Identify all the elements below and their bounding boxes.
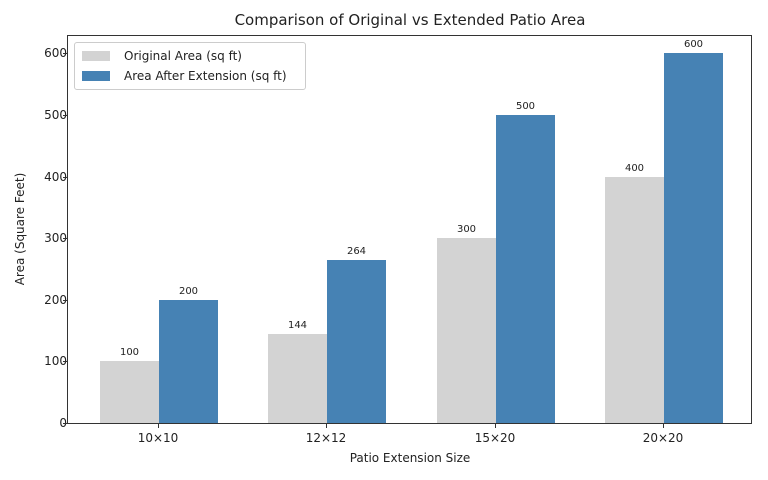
y-tick-label: 200 [44, 292, 67, 307]
data-label: 300 [456, 224, 477, 236]
x-tick-mark [326, 424, 327, 428]
x-tick-label: 10×10 [137, 431, 179, 445]
x-tick-label: 12×12 [305, 431, 347, 445]
data-label: 400 [624, 162, 645, 174]
legend-swatch-extended [82, 71, 110, 81]
y-tick-mark [63, 361, 67, 363]
x-tick-mark [158, 424, 159, 428]
y-axis-label: Area (Square Feet) [13, 172, 27, 286]
bar-original-10×10 [100, 361, 159, 423]
legend-swatch-original [82, 51, 110, 61]
x-tick-label: 20×20 [642, 431, 684, 445]
chart-title: Comparison of Original vs Extended Patio… [234, 11, 586, 29]
y-tick-label: 500 [44, 108, 67, 123]
y-tick-label: 400 [44, 169, 67, 184]
y-tick-mark [63, 176, 67, 178]
legend-label-extended: Area After Extension (sq ft) [124, 69, 287, 83]
x-tick-mark [495, 424, 496, 428]
bar-original-15×20 [437, 238, 496, 423]
bar-extended-15×20 [496, 115, 555, 423]
data-label: 500 [515, 101, 536, 113]
y-tick-mark [63, 53, 67, 55]
bar-original-12×12 [268, 334, 327, 423]
y-tick-mark [63, 115, 67, 117]
y-tick-mark [63, 299, 67, 301]
bar-original-20×20 [605, 176, 664, 423]
data-label: 600 [683, 39, 704, 51]
bar-extended-20×20 [664, 53, 723, 423]
legend-item-original: Original Area (sq ft) [82, 47, 242, 65]
data-label: 200 [178, 285, 199, 297]
x-tick-label: 15×20 [474, 431, 516, 445]
bar-extended-10×10 [159, 299, 218, 423]
data-label: 100 [119, 347, 140, 359]
legend-label-original: Original Area (sq ft) [124, 49, 242, 63]
y-tick-label: 300 [44, 231, 67, 246]
data-label: 264 [346, 246, 367, 258]
y-tick-label: 600 [44, 46, 67, 61]
bar-extended-12×12 [327, 260, 386, 423]
plot-area: 100 200 144 264 300 500 400 600 Original Area (… [67, 35, 752, 424]
y-tick-mark [63, 423, 67, 424]
legend: Original Area (sq ft) Area After Extensi… [74, 42, 306, 90]
y-tick-mark [63, 238, 67, 240]
y-tick-label: 100 [44, 354, 67, 369]
data-label: 144 [287, 320, 308, 332]
x-axis-label: Patio Extension Size [349, 451, 471, 465]
legend-item-extended: Area After Extension (sq ft) [82, 67, 287, 85]
x-tick-mark [663, 424, 664, 428]
